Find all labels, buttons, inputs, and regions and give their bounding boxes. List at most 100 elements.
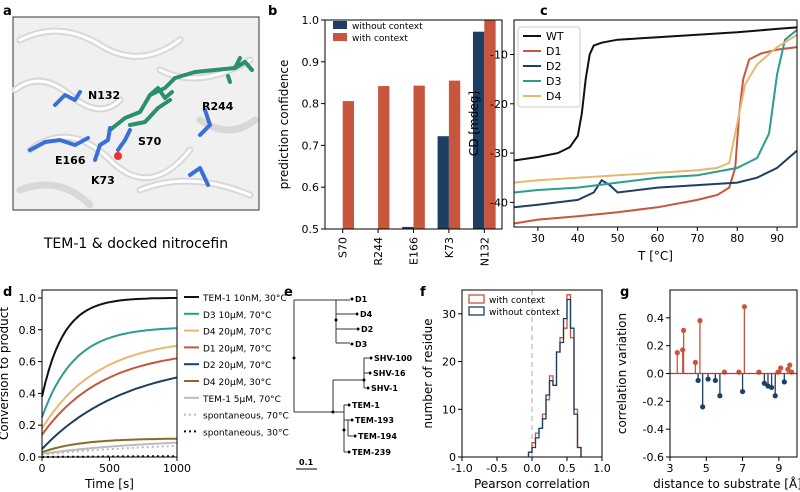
panel-letter-g: g	[620, 285, 629, 300]
residue-label-e166: E166	[55, 154, 86, 167]
g-stem-marker	[769, 384, 775, 391]
chart-f-histogram: -1.0 -0.5 0.0 0.5 1.0 0 10 20 30 number of residu…	[421, 289, 611, 491]
d-ytick-label: 0.2	[19, 419, 37, 432]
tree-leaf-label: SHV-100	[374, 354, 413, 363]
panel-letter-e: e	[284, 285, 293, 300]
panel-a-caption: TEM-1 & docked nitrocefin	[43, 236, 228, 252]
d-legend-label: D1 20μM, 70°C	[203, 344, 271, 354]
c-legend-label: D1	[546, 45, 561, 58]
b-ytick-label: 0.6	[302, 181, 320, 194]
panel-letter-f: f	[420, 285, 426, 300]
tree-node	[356, 327, 360, 331]
f-xlabel: Pearson correlation	[474, 477, 590, 491]
c-ylabel: CD [mdeg]	[467, 91, 481, 156]
g-xtick-label: 9	[775, 462, 782, 475]
f-step-without-context	[527, 298, 582, 457]
panel-letter-c: c	[540, 4, 548, 19]
panel-a-structure: N132 R244 S70 E166 K73 TEM-1 & docked ni…	[11, 16, 260, 252]
d-curve	[41, 441, 178, 455]
g-stem-marker	[680, 347, 686, 353]
g-stem-marker	[781, 379, 787, 385]
catalytic-oxygen	[114, 152, 122, 160]
c-curve-D3	[513, 29, 798, 194]
c-xtick-label: 30	[531, 232, 545, 245]
c-curve-D4	[513, 33, 798, 184]
f-ytick-label: 30	[442, 308, 456, 321]
residue-label-r244: R244	[202, 100, 234, 113]
b-category-label: R244	[372, 237, 385, 266]
g-ytick-label: -0.4	[643, 423, 664, 436]
tree-leaf-label: SHV-1	[371, 384, 398, 393]
tree-leaf-label: TEM-194	[358, 432, 397, 441]
g-stem-marker	[692, 359, 699, 365]
g-stem-marker	[778, 365, 784, 371]
c-ytick-label: -20	[490, 98, 508, 111]
g-stem-marker	[700, 404, 706, 410]
g-xtick-label: 5	[703, 462, 710, 475]
tree-node	[350, 297, 354, 301]
c-legend-label: D4	[546, 90, 561, 103]
g-stem-marker	[674, 350, 680, 356]
c-xtick-label: 50	[611, 232, 625, 245]
bar-N132-with-context	[484, 20, 496, 229]
g-stem-marker	[705, 376, 711, 382]
d-ytick-label: 0.0	[19, 451, 37, 464]
b-ytick-label: 0.9	[302, 56, 320, 69]
d-ytick-label: 0.6	[19, 356, 37, 369]
g-stem-marker	[787, 362, 793, 368]
residue-sticks	[28, 90, 212, 187]
c-legend-label: D3	[546, 75, 561, 88]
residue-label-n132: N132	[88, 89, 120, 102]
f-ytick-label: 10	[442, 403, 456, 416]
f-xtick-label: 0.5	[558, 462, 576, 475]
g-stem-marker	[739, 388, 746, 395]
chart-c-cd-melting: 30 40 50 60 70 80 90 -10 -20 -30 -40 CD [mdeg] T [°C…	[467, 19, 798, 263]
tree-node	[353, 434, 357, 438]
g-ylabel: correlation variation	[615, 313, 629, 434]
g-xtick-label: 7	[739, 462, 746, 475]
d-legend-label: spontaneous, 30°C	[203, 428, 289, 438]
d-legend-label: D2 20μM, 70°C	[203, 361, 271, 371]
panel-letter-a: a	[3, 4, 12, 19]
tree-node	[369, 356, 373, 360]
bar-R244-with-context	[378, 86, 390, 229]
d-curve	[41, 376, 178, 450]
bar-E166-without-context	[402, 226, 414, 229]
g-ytick-label: 0.2	[647, 340, 665, 353]
c-xtick-label: 40	[571, 232, 585, 245]
f-ytick-label: 20	[442, 356, 456, 369]
c-xtick-label: 90	[770, 232, 784, 245]
c-ytick-label: -30	[490, 147, 508, 160]
f-legend-swatch	[468, 294, 485, 304]
chart-b-bars: S70 R244 E166 K73 N132 0.5 0.6 0.7 0.8 0.9 1.0 pred…	[277, 14, 503, 266]
tree-node	[342, 428, 346, 432]
f-legend-swatch	[468, 306, 485, 316]
bar-E166-with-context	[413, 85, 425, 229]
panel-e-phylogenetic-tree: D1 D4 D2 D3 SHV-100 SHV-16 SHV-1 TEM-1 TEM-193 TE…	[292, 295, 413, 470]
protein-ribbons-light	[13, 29, 252, 197]
tree-leaf-label: TEM-193	[355, 416, 394, 425]
bar-K73-without-context	[437, 136, 449, 229]
f-xtick-label: -0.5	[486, 462, 507, 475]
g-xtick-label: 3	[667, 462, 674, 475]
d-ytick-label: 0.8	[19, 324, 37, 337]
c-xtick-label: 80	[730, 232, 744, 245]
nitrocefin-ligand	[108, 56, 254, 132]
b-ytick-label: 0.7	[302, 139, 320, 152]
b-category-label: E166	[408, 237, 421, 265]
tree-leaf-label: SHV-16	[373, 369, 406, 378]
tree-node	[366, 386, 370, 390]
g-stem-marker	[681, 327, 687, 333]
d-ylabel: Conversion to product	[0, 307, 11, 440]
tree-leaf-label: D4	[360, 310, 373, 319]
g-ytick-label: -0.2	[643, 395, 664, 408]
f-ylabel: number of residue	[421, 318, 435, 428]
d-xtick-label: 0	[39, 462, 46, 475]
tree-leaf-label: D1	[355, 295, 368, 304]
chart-d-conversion: 0 500 1000 0.0 0.2 0.4 0.6 0.8 1.0 Conversion to …	[0, 289, 289, 491]
chart-g-stem: 3 5 7 9 -0.6 -0.4 -0.2 0.0 0.2 0.4 correlation var…	[615, 289, 800, 491]
g-stem-marker	[695, 377, 701, 384]
d-curve	[41, 357, 178, 436]
b-legend-label: without context	[352, 22, 423, 32]
